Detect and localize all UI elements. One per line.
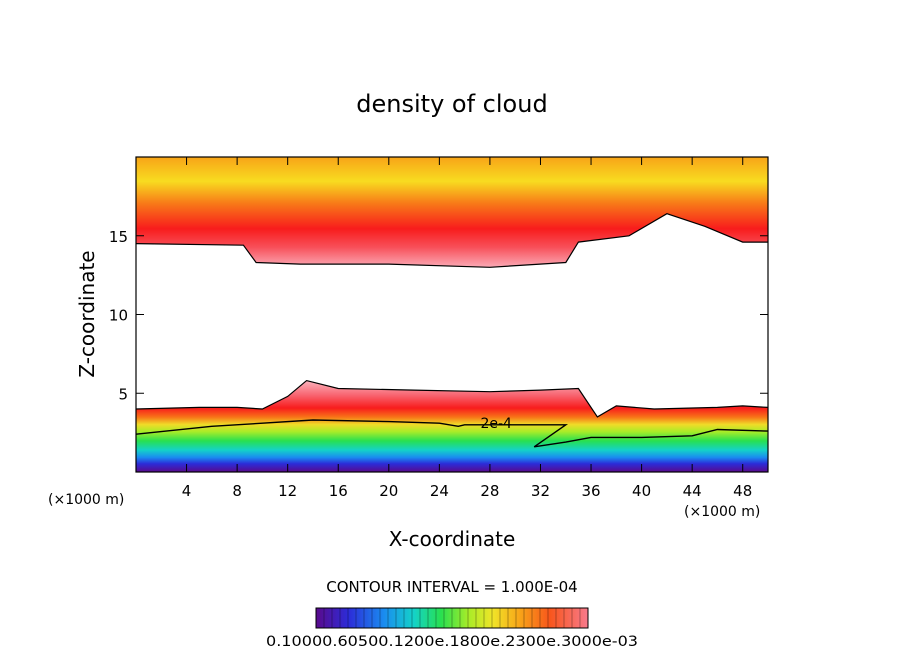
x-tick-label: 24 [430, 482, 449, 500]
x-axis-ticks: 4 8 12 16 20 24 28 32 36 40 44 48 [182, 157, 752, 500]
lower-cloud-top-contour [136, 379, 768, 418]
x-tick-label: 12 [278, 482, 297, 500]
contour-2e-4-line [136, 419, 768, 448]
y-tick-label: 5 [118, 385, 128, 403]
x-tick-label: 8 [232, 482, 242, 500]
x-tick-label: 48 [733, 482, 752, 500]
plot-area [136, 157, 768, 472]
x-tick-label: 40 [632, 482, 651, 500]
contour-interval: CONTOUR INTERVAL = 1.000E-04 [326, 578, 577, 596]
x-tick-label: 16 [329, 482, 348, 500]
lower-cloud-region [136, 380, 768, 472]
y-tick-label: 15 [109, 228, 128, 246]
x-axis-label: X-coordinate [389, 527, 516, 551]
x-axis-unit-right: (×1000 m) [684, 504, 760, 520]
upper-cloud-region [136, 157, 768, 268]
x-tick-label: 44 [683, 482, 702, 500]
y-axis-label: Z-coordinate [75, 250, 99, 377]
x-tick-label: 36 [581, 482, 600, 500]
x-tick-label: 28 [480, 482, 499, 500]
x-axis-unit-left: (×1000 m) [48, 492, 124, 508]
x-tick-label: 20 [379, 482, 398, 500]
x-tick-label: 4 [182, 482, 192, 500]
y-axis-ticks: 5 10 15 [109, 228, 768, 403]
y-tick-label: 10 [109, 307, 128, 325]
upper-cloud-base-contour [136, 213, 768, 268]
colorbar-labels: 0.10000.60500.1200e.1800e.2300e.3000e-03 [266, 634, 638, 650]
x-tick-label: 32 [531, 482, 550, 500]
chart-title: density of cloud [356, 90, 547, 118]
colorbar-divisions [323, 608, 581, 628]
contour-label: 2e-4 [480, 416, 512, 432]
